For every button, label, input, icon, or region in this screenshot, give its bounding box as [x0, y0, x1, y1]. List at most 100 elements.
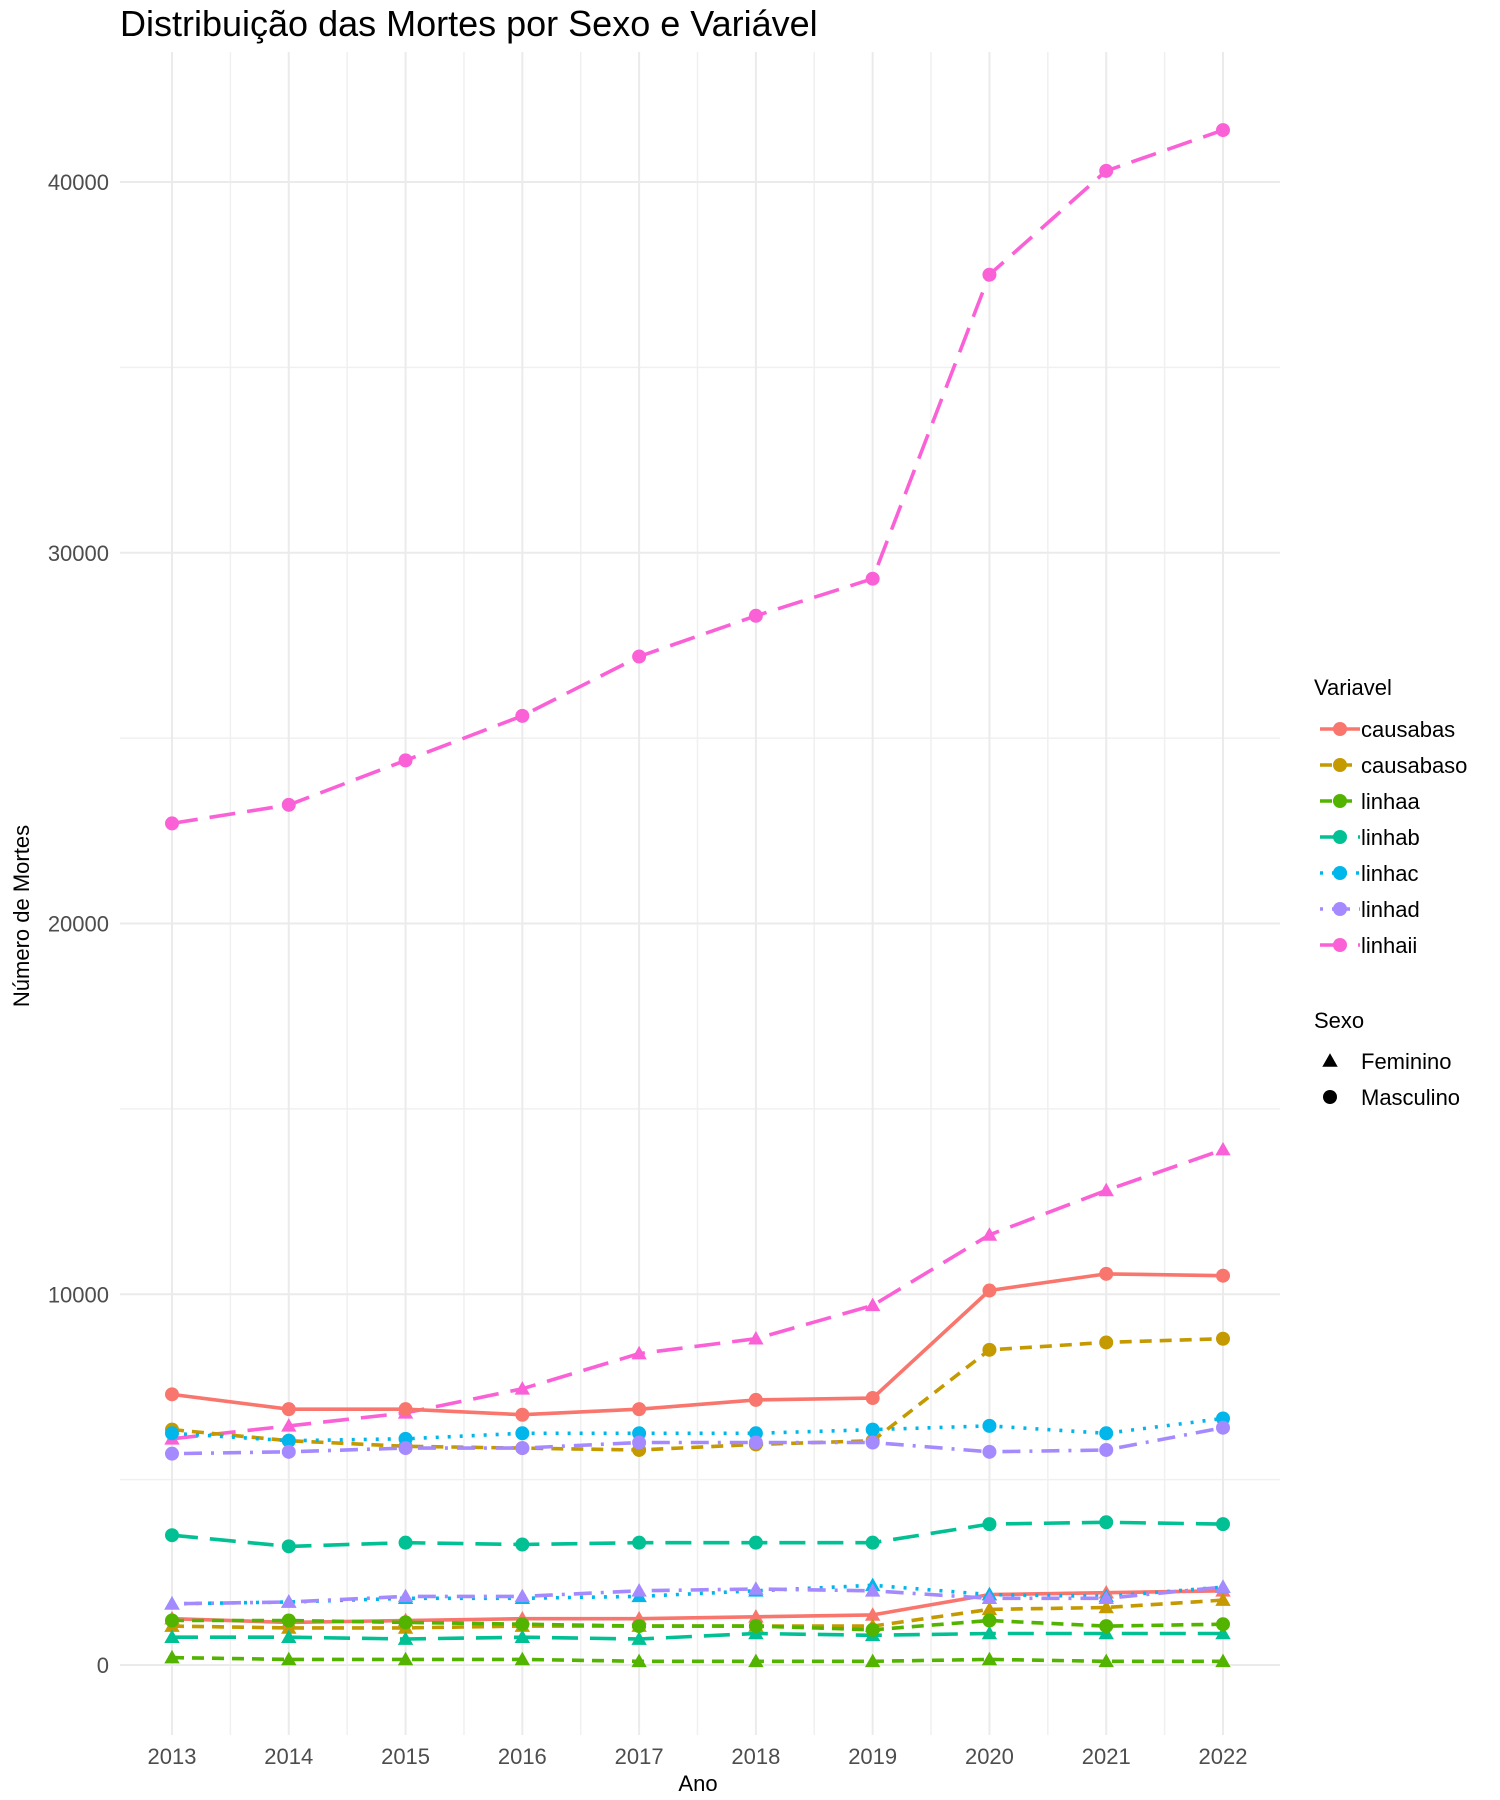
legend-item-linhaa: linhaa — [1320, 789, 1420, 814]
point-linhad-masculino-2022 — [1216, 1420, 1230, 1435]
point-linhaa-feminino-2017 — [631, 1653, 647, 1668]
point-causabaso-feminino-2022 — [1215, 1592, 1231, 1606]
series-linhaa-feminino — [164, 1649, 1231, 1668]
series-linhaii-masculino — [165, 123, 1230, 831]
legend-item-causabaso: causabaso — [1320, 753, 1467, 778]
x-tick-label: 2021 — [1082, 1744, 1131, 1769]
point-causabaso-feminino-2020 — [981, 1601, 998, 1616]
point-linhad-feminino-2016 — [514, 1588, 531, 1603]
point-linhaii-masculino-2019 — [865, 571, 880, 586]
point-linhaii-masculino-2016 — [515, 708, 530, 723]
series-linhaii-feminino — [164, 1141, 1231, 1445]
legend-label-linhac: linhac — [1361, 861, 1418, 886]
legend-item-feminino: Feminino — [1322, 1049, 1451, 1074]
line-causabas-masculino — [171, 1272, 1224, 1417]
series-linhab-masculino — [165, 1515, 1230, 1554]
point-linhad-masculino-2013 — [165, 1446, 179, 1461]
point-linhad-feminino-2013 — [164, 1596, 180, 1610]
point-linhad-masculino-2017 — [632, 1435, 647, 1450]
point-linhad-masculino-2019 — [865, 1435, 880, 1450]
point-linhaa-masculino-2019 — [865, 1622, 880, 1637]
point-linhab-feminino-2013 — [164, 1629, 180, 1643]
point-linhab-masculino-2022 — [1216, 1517, 1230, 1532]
point-linhab-masculino-2014 — [281, 1539, 296, 1554]
point-linhaa-feminino-2021 — [1098, 1653, 1114, 1668]
point-linhab-feminino-2017 — [631, 1631, 647, 1645]
legend-item-linhac: linhac — [1320, 861, 1418, 886]
point-linhaa-masculino-2013 — [165, 1613, 179, 1628]
point-linhad-feminino-2020 — [981, 1590, 998, 1605]
legend-variavel-title: Variavel — [1314, 675, 1392, 700]
line-linhaa-masculino — [172, 1618, 1224, 1632]
point-linhad-masculino-2016 — [515, 1441, 530, 1456]
line-linhad-masculino — [171, 1425, 1224, 1456]
y-axis-title: Número de Mortes — [9, 825, 34, 1007]
point-linhab-masculino-2017 — [632, 1535, 647, 1550]
legend-item-linhab: linhab — [1320, 825, 1420, 850]
point-linhad-feminino-2014 — [281, 1594, 297, 1608]
point-linhab-masculino-2019 — [865, 1535, 880, 1550]
legend-item-causabas: causabas — [1320, 717, 1455, 742]
point-causabas-masculino-2013 — [165, 1387, 179, 1402]
legend-label-linhaii: linhaii — [1361, 933, 1417, 958]
y-tick-label: 0 — [97, 1653, 109, 1678]
legend-key-point-causabaso — [1333, 758, 1347, 772]
legend-key-point-linhab — [1333, 830, 1347, 844]
point-linhaa-masculino-2021 — [1099, 1619, 1114, 1634]
point-linhaa-feminino-2015 — [397, 1651, 414, 1666]
x-tick-label: 2020 — [965, 1744, 1014, 1769]
point-linhac-masculino-2013 — [165, 1426, 179, 1441]
legend-label-causabaso: causabaso — [1361, 753, 1467, 778]
point-linhad-feminino-2017 — [631, 1583, 647, 1597]
point-linhaa-feminino-2020 — [981, 1651, 998, 1666]
point-causabas-masculino-2019 — [865, 1391, 880, 1406]
point-causabaso-masculino-2021 — [1099, 1335, 1114, 1350]
line-causabaso-masculino — [171, 1336, 1224, 1452]
point-linhaii-feminino-2022 — [1215, 1141, 1231, 1156]
y-tick-label: 40000 — [48, 170, 109, 195]
line-linhaii-masculino — [171, 128, 1224, 826]
legend-label-linhaa: linhaa — [1361, 789, 1420, 814]
legend-label-masculino: Masculino — [1361, 1085, 1460, 1110]
point-linhac-masculino-2016 — [515, 1426, 530, 1441]
series-causabas-masculino — [165, 1266, 1230, 1422]
legend-key-masculino — [1323, 1090, 1337, 1104]
point-linhaii-masculino-2013 — [165, 816, 179, 831]
point-linhab-masculino-2015 — [398, 1535, 413, 1550]
point-linhaii-masculino-2022 — [1216, 123, 1230, 138]
legend-sexo-items: Feminino Masculino — [1322, 1049, 1460, 1110]
point-linhab-masculino-2020 — [982, 1517, 997, 1532]
y-tick-label: 10000 — [48, 1282, 109, 1307]
y-tick-label: 30000 — [48, 541, 109, 566]
point-linhaa-masculino-2018 — [748, 1619, 763, 1634]
point-causabas-masculino-2022 — [1216, 1268, 1230, 1283]
point-linhaa-masculino-2022 — [1216, 1617, 1230, 1632]
point-linhab-masculino-2018 — [748, 1535, 763, 1550]
x-tick-label: 2022 — [1199, 1744, 1248, 1769]
x-tick-label: 2014 — [264, 1744, 313, 1769]
point-linhaa-masculino-2014 — [281, 1613, 296, 1628]
x-tick-label: 2017 — [615, 1744, 664, 1769]
point-linhaii-masculino-2014 — [281, 797, 296, 812]
point-linhaii-feminino-2016 — [514, 1381, 531, 1395]
y-tick-label: 20000 — [48, 912, 109, 937]
legend-item-linhaii: linhaii — [1320, 933, 1417, 958]
line-linhac-feminino — [171, 1583, 1224, 1606]
point-linhad-masculino-2014 — [281, 1444, 296, 1459]
legend-label-linhad: linhad — [1361, 897, 1420, 922]
legend-key-point-linhaa — [1333, 794, 1347, 808]
point-linhac-masculino-2020 — [982, 1418, 997, 1433]
point-causabas-masculino-2015 — [398, 1402, 413, 1417]
legend-label-feminino: Feminino — [1361, 1049, 1451, 1074]
line-linhaa-feminino — [171, 1655, 1223, 1664]
point-linhac-masculino-2014 — [281, 1433, 296, 1448]
point-linhaii-feminino-2019 — [864, 1297, 881, 1312]
line-linhaii-feminino — [171, 1148, 1224, 1441]
point-linhab-feminino-2015 — [397, 1631, 414, 1645]
point-causabas-masculino-2021 — [1099, 1266, 1114, 1281]
legend: Variavel causabas causabaso linhaa linhab li… — [1314, 675, 1467, 1110]
point-linhad-masculino-2018 — [748, 1435, 763, 1450]
point-linhac-masculino-2019 — [865, 1422, 880, 1437]
point-linhac-masculino-2021 — [1099, 1426, 1114, 1441]
point-causabaso-feminino-2021 — [1098, 1599, 1114, 1614]
